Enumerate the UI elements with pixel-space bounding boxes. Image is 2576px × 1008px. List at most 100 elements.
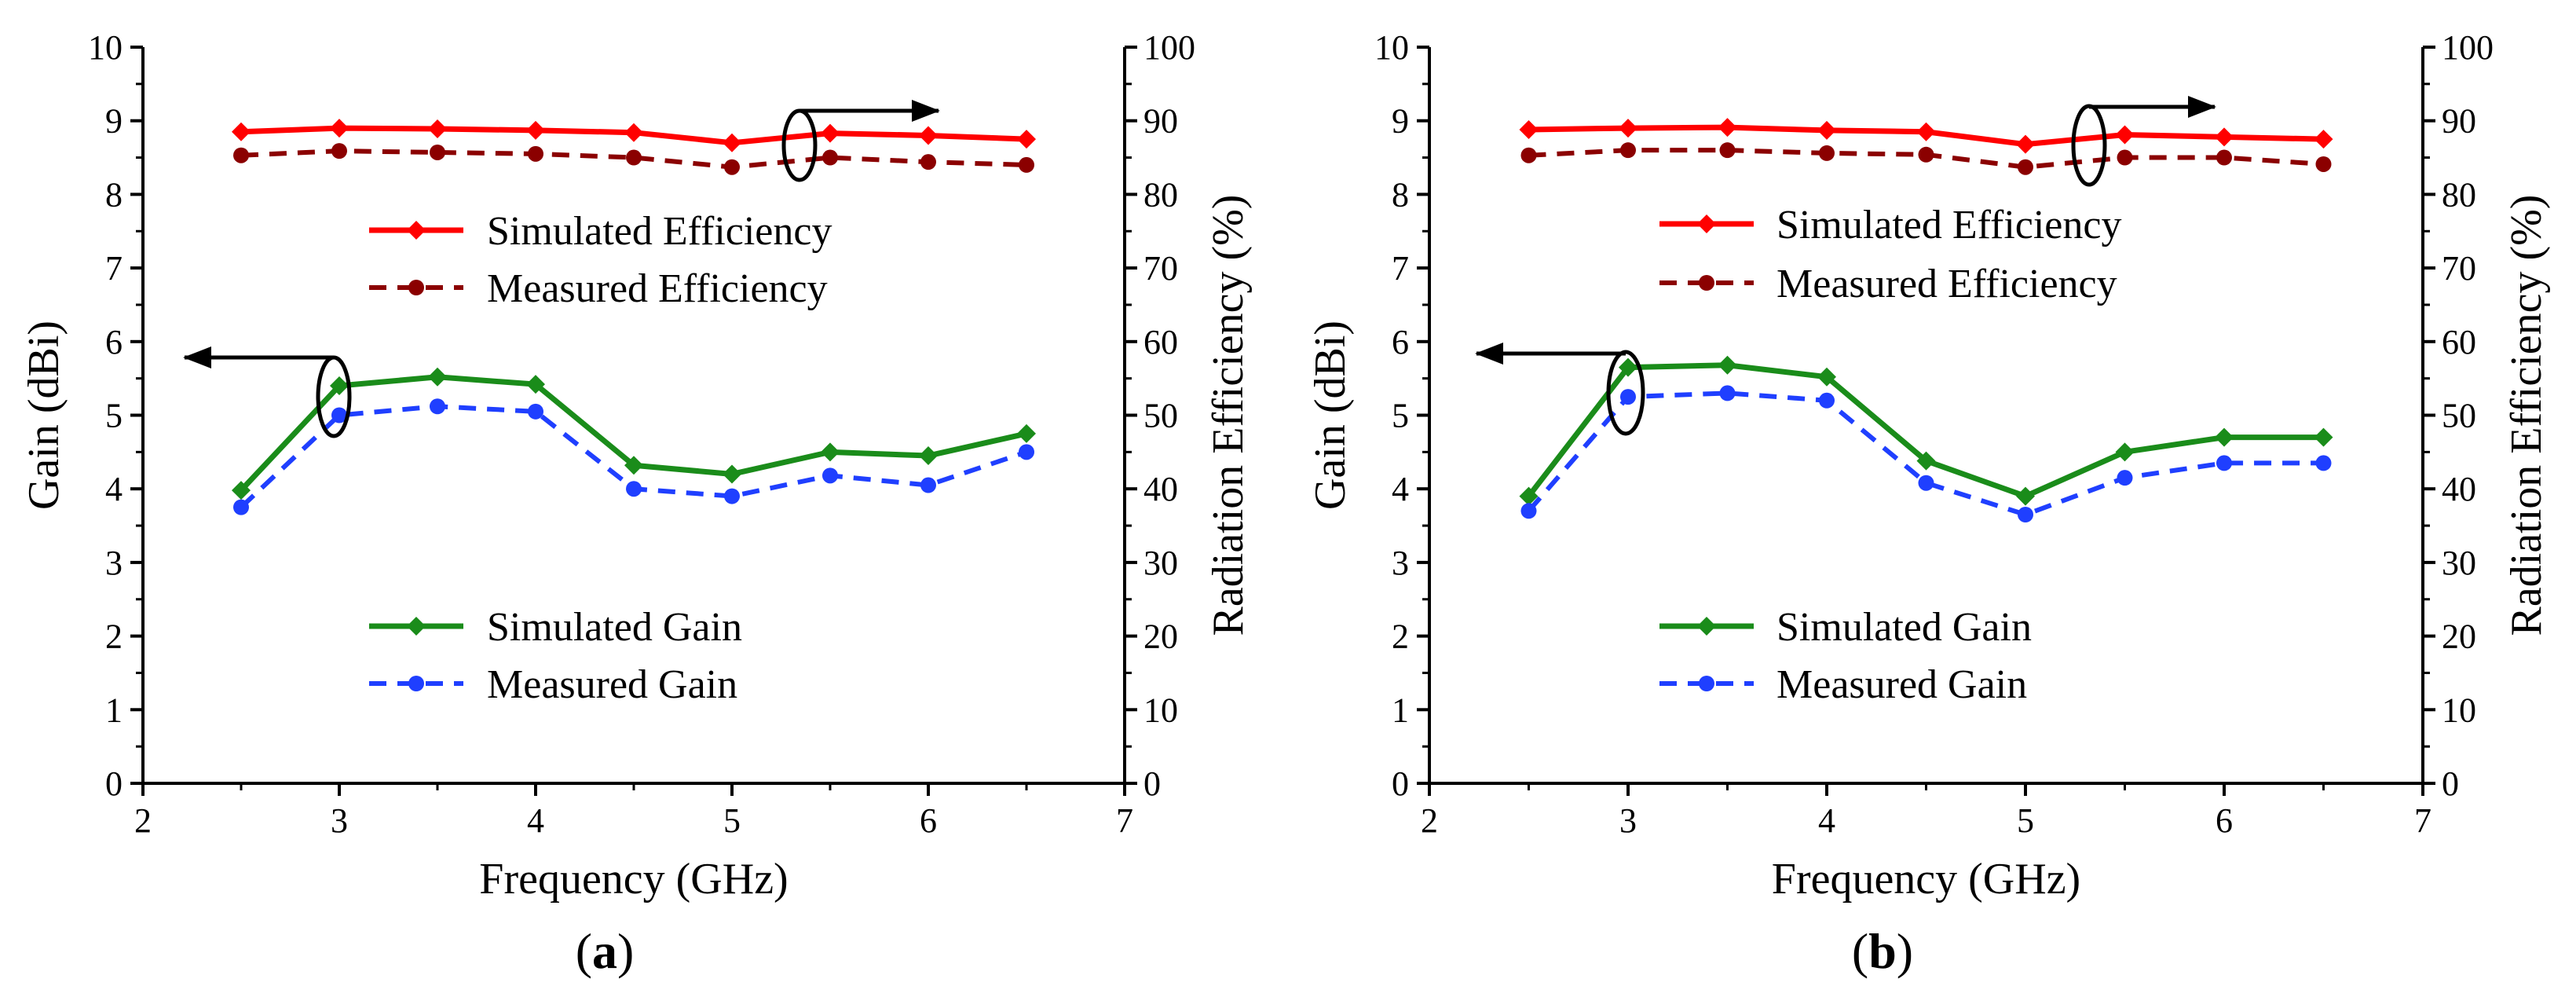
data-point: [1718, 118, 1737, 137]
data-point: [1819, 145, 1835, 161]
data-point: [428, 368, 447, 387]
data-point: [1919, 147, 1934, 163]
data-point: [2316, 156, 2332, 172]
data-point: [2117, 470, 2133, 486]
x-tick-label: 7: [2414, 801, 2431, 840]
data-point: [2018, 159, 2033, 175]
data-point: [408, 280, 424, 295]
y-axis-title: Gain (dBi): [1306, 321, 1355, 510]
x-tick-label: 4: [1818, 801, 1835, 840]
y2-tick-label: 70: [2442, 249, 2476, 288]
y-tick-label: 9: [105, 102, 123, 141]
y-tick-label: 4: [105, 470, 123, 508]
y2-axis-title: Radiation Efficiency (%): [2502, 195, 2551, 636]
series-simulated-gain: [232, 368, 1036, 500]
chart-panel-a: 2 3 4 5 6 70123456789100102030405060708090100…: [20, 28, 1253, 979]
x-tick-label: 5: [2017, 801, 2034, 840]
data-point: [528, 404, 543, 420]
y-tick-label: 5: [1392, 397, 1409, 435]
data-point: [723, 134, 741, 152]
data-point: [1720, 385, 1736, 401]
legend-label: Measured Gain: [487, 662, 737, 707]
x-tick-label: 3: [331, 801, 348, 840]
y2-tick-label: 20: [2442, 618, 2476, 656]
data-point: [331, 143, 347, 159]
y-tick-label: 0: [105, 764, 123, 803]
data-point: [1697, 214, 1716, 233]
efficiency-axis-indicator: [2073, 106, 2215, 185]
y-tick-label: 10: [88, 28, 123, 67]
data-point: [1917, 123, 1936, 141]
data-point: [2216, 150, 2232, 166]
panel-letter: b: [1868, 923, 1897, 979]
y2-tick-label: 40: [2442, 470, 2476, 508]
y2-tick-label: 50: [1143, 397, 1178, 435]
data-point: [2314, 428, 2333, 447]
data-point: [1019, 444, 1034, 460]
chart-panel-b: 2 3 4 5 6 70123456789100102030405060708090100…: [1306, 28, 2551, 979]
data-point: [2016, 135, 2035, 154]
y2-tick-label: 80: [2442, 175, 2476, 214]
legend-label: Simulated Efficiency: [487, 209, 832, 254]
y2-tick-label: 0: [1143, 764, 1161, 803]
data-point: [1521, 148, 1537, 163]
data-point: [1718, 356, 1737, 375]
series-measured-efficiency: [233, 143, 1034, 175]
data-point: [2018, 507, 2033, 522]
data-point: [822, 150, 838, 166]
y2-tick-label: 10: [2442, 691, 2476, 729]
indicator-ellipse: [784, 111, 815, 180]
x-axis-title: Frequency (GHz): [1772, 855, 2080, 904]
data-point: [430, 398, 445, 414]
data-point: [919, 446, 938, 465]
x-tick-label: 6: [920, 801, 937, 840]
y2-tick-label: 30: [2442, 544, 2476, 582]
y2-tick-label: 60: [2442, 323, 2476, 361]
data-point: [1699, 275, 1714, 291]
y-tick-label: 0: [1392, 764, 1409, 803]
y-tick-label: 3: [1392, 544, 1409, 582]
indicator-ellipse: [2073, 106, 2105, 185]
data-point: [1521, 503, 1537, 519]
y2-tick-label: 80: [1143, 175, 1178, 214]
data-point: [1619, 119, 1637, 137]
data-point: [626, 481, 642, 497]
panel-label: (a): [576, 923, 635, 979]
data-point: [1819, 393, 1835, 409]
data-point: [233, 500, 249, 515]
x-axis-title: Frequency (GHz): [479, 855, 788, 904]
x-tick-label: 5: [723, 801, 741, 840]
data-point: [626, 150, 642, 166]
data-point: [919, 126, 938, 145]
data-point: [2215, 428, 2234, 447]
legend-label: Measured Efficiency: [1776, 262, 2117, 306]
series-measured-efficiency: [1521, 142, 2332, 175]
legend: Simulated Efficiency Measured Efficiency S…: [369, 209, 832, 707]
y-tick-label: 2: [105, 618, 123, 656]
y-tick-label: 2: [1392, 618, 1409, 656]
series-simulated-efficiency: [232, 119, 1036, 152]
data-point: [624, 123, 643, 142]
data-point: [723, 464, 741, 483]
y-tick-label: 1: [105, 691, 123, 729]
data-point: [2016, 487, 2035, 506]
data-point: [1919, 475, 1934, 491]
y-tick-label: 8: [105, 175, 123, 214]
data-point: [2316, 455, 2332, 471]
data-point: [2116, 126, 2135, 145]
data-point: [330, 119, 349, 137]
data-point: [821, 442, 840, 461]
data-point: [1699, 676, 1714, 691]
y-tick-label: 7: [1392, 249, 1409, 288]
data-point: [2314, 130, 2333, 148]
legend-label: Measured Efficiency: [487, 266, 828, 311]
legend-label: Measured Gain: [1776, 662, 2027, 707]
data-point: [1620, 389, 1636, 405]
y2-tick-label: 10: [1143, 691, 1178, 729]
data-point: [1697, 617, 1716, 636]
data-point: [526, 121, 545, 140]
data-point: [2117, 150, 2133, 166]
data-point: [407, 221, 426, 240]
y2-tick-label: 70: [1143, 249, 1178, 288]
gain-axis-indicator: [185, 357, 349, 436]
